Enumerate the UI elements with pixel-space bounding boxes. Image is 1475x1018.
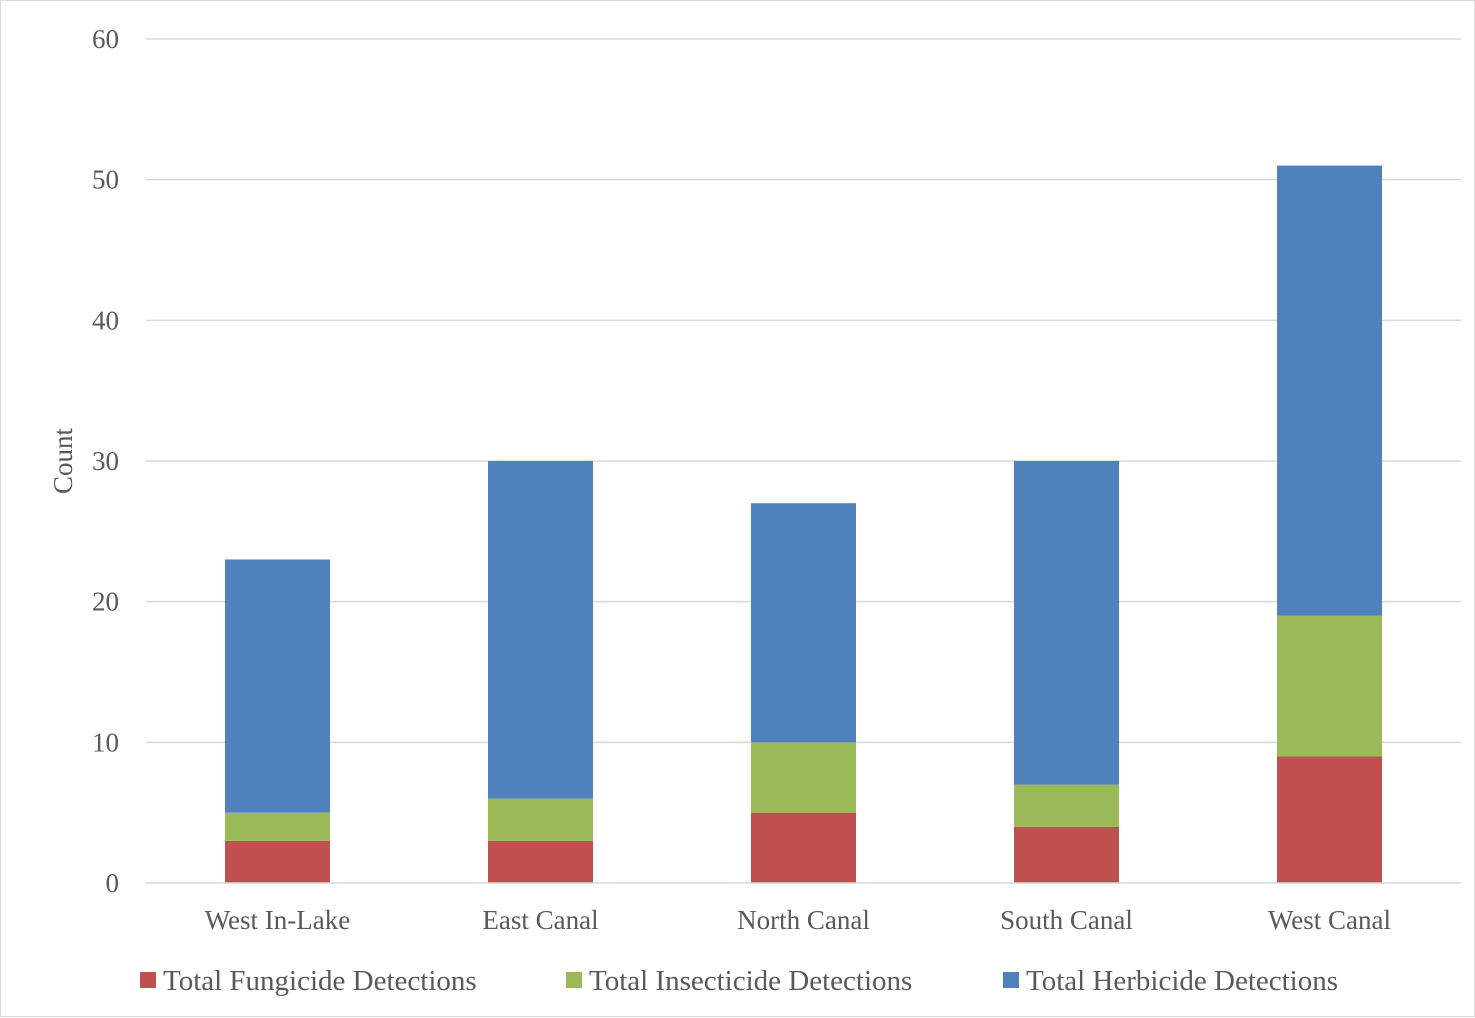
y-tick-60: 60 [92,24,119,54]
y-tick-50: 50 [92,165,119,195]
legend-label-total-insecticide-detections: Total Insecticide Detections [589,965,912,997]
bar-east-canal-total-fungicide-detections [488,841,593,883]
x-tick-south-canal: South Canal [1000,905,1133,935]
bar-north-canal-total-insecticide-detections [751,742,856,812]
legend-swatch-total-fungicide-detections [140,972,156,988]
y-tick-30: 30 [92,446,119,476]
y-tick-10: 10 [92,727,119,757]
y-tick-labels: 0 10 20 30 40 50 60 [92,24,119,898]
bar-east-canal-total-insecticide-detections [488,799,593,841]
x-tick-east-canal: East Canal [482,905,598,935]
bar-west-canal-total-insecticide-detections [1277,616,1382,757]
legend-swatch-total-herbicide-detections [1003,972,1019,988]
bar-west-in-lake-total-herbicide-detections [225,559,330,812]
bar-west-in-lake-total-fungicide-detections [225,841,330,883]
legend-label-total-fungicide-detections: Total Fungicide Detections [163,965,477,997]
x-tick-west-in-lake: West In-Lake [205,905,351,935]
legend-label-total-herbicide-detections: Total Herbicide Detections [1026,965,1338,997]
bar-south-canal-total-insecticide-detections [1014,785,1119,827]
x-tick-labels: West In-Lake East Canal North Canal South C… [205,905,1391,935]
bars [225,166,1382,883]
x-tick-west-canal: West Canal [1268,905,1391,935]
y-tick-40: 40 [92,305,119,335]
bar-south-canal-total-herbicide-detections [1014,461,1119,785]
bar-east-canal-total-herbicide-detections [488,461,593,799]
bar-west-in-lake-total-insecticide-detections [225,813,330,841]
y-tick-0: 0 [106,868,120,898]
bar-south-canal-total-fungicide-detections [1014,827,1119,883]
bar-west-canal-total-herbicide-detections [1277,166,1382,616]
bar-north-canal-total-herbicide-detections [751,503,856,742]
y-tick-20: 20 [92,587,119,617]
legend-swatch-total-insecticide-detections [566,972,582,988]
bar-north-canal-total-fungicide-detections [751,813,856,883]
y-axis-title: Count [48,427,78,494]
x-tick-north-canal: North Canal [737,905,870,935]
bar-west-canal-total-fungicide-detections [1277,756,1382,883]
legend: Total Fungicide Detections Total Insectic… [140,965,1338,997]
